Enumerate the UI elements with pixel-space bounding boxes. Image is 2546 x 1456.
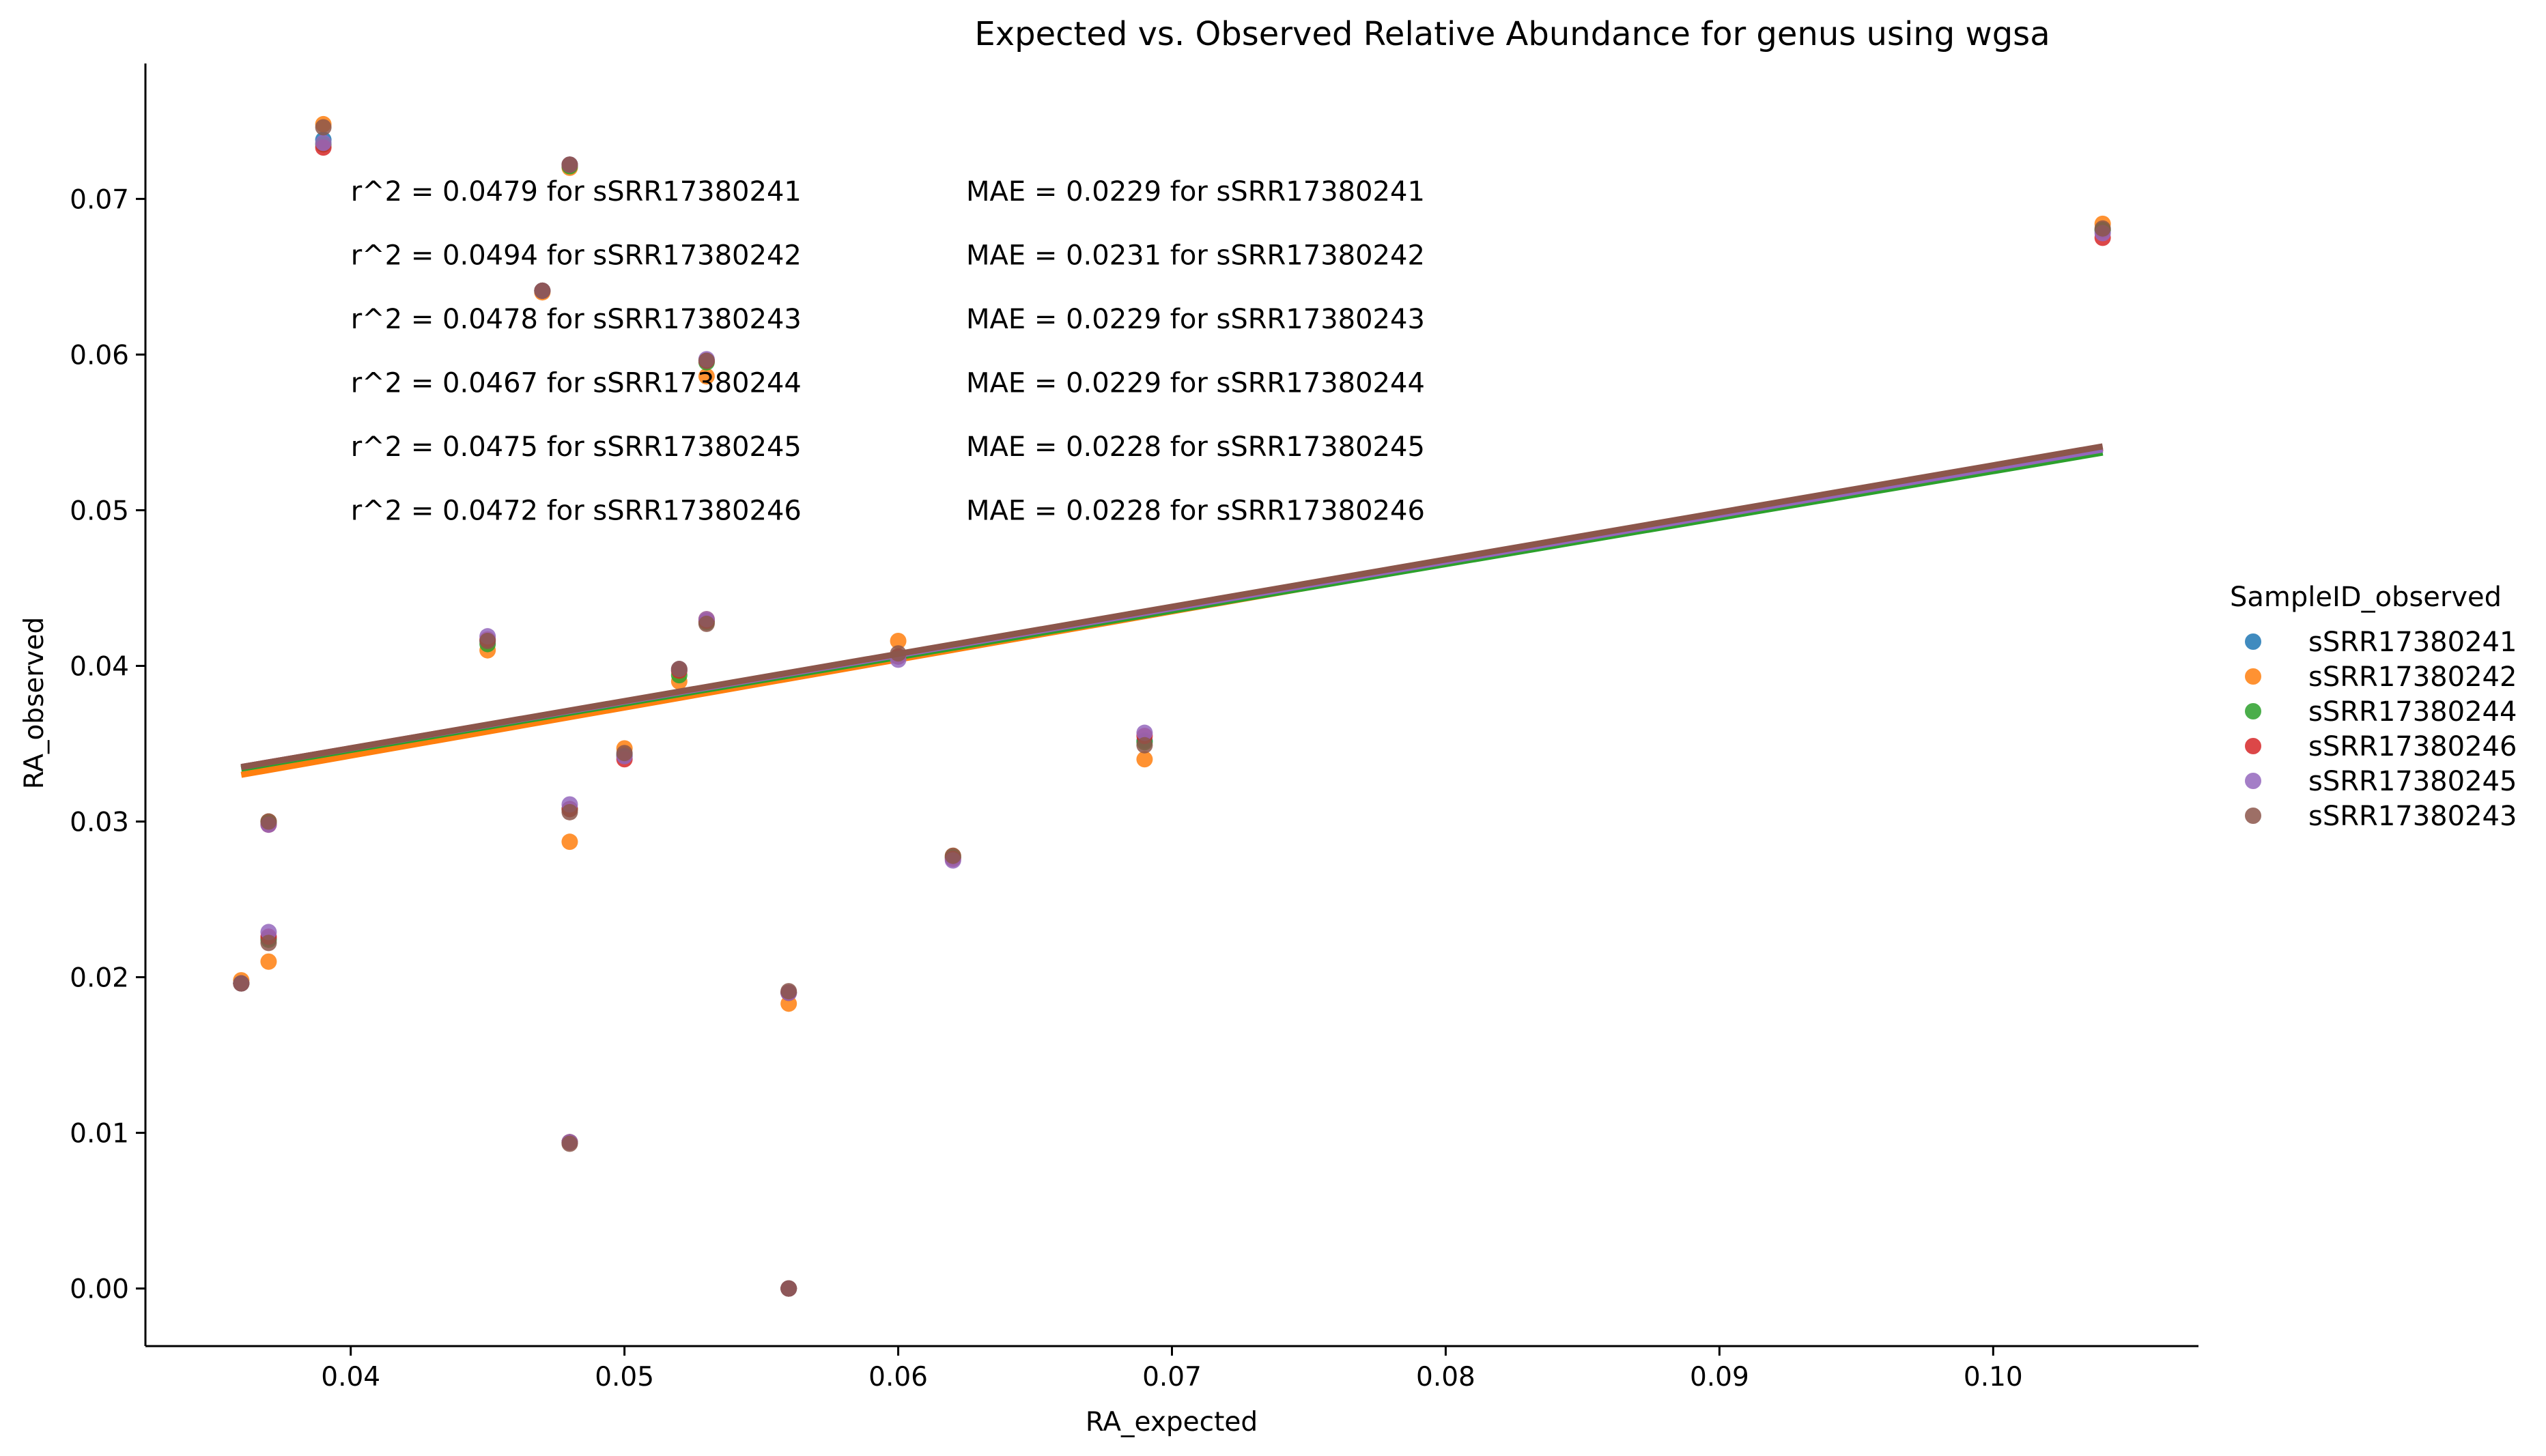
data-point	[780, 1280, 797, 1297]
x-tick-label: 0.08	[1416, 1362, 1475, 1393]
data-point	[1136, 751, 1153, 768]
y-tick-label: 0.07	[70, 184, 129, 215]
y-tick-label: 0.00	[70, 1274, 129, 1305]
data-point	[1136, 724, 1153, 741]
data-point	[561, 803, 578, 820]
regression-line	[240, 443, 2104, 771]
x-tick-label: 0.10	[1964, 1362, 2023, 1393]
y-axis-ticks: 0.00 0.01 0.02 0.03 0.04 0.05 0.06 0.07	[70, 184, 145, 1305]
data-point	[561, 156, 578, 173]
data-point	[315, 134, 332, 152]
r2-annotation: r^2 = 0.0467 for sSRR17380244	[351, 367, 802, 399]
data-point	[944, 847, 961, 864]
x-axis-label: RA_expected	[1086, 1407, 1258, 1438]
data-point	[233, 975, 250, 992]
legend-marker	[2245, 633, 2261, 650]
r2-annotation: r^2 = 0.0472 for sSRR17380246	[351, 495, 802, 526]
x-tick-label: 0.09	[1690, 1362, 1749, 1393]
legend-item: sSRR17380243	[2245, 801, 2517, 832]
mae-annotation: MAE = 0.0228 for sSRR17380245	[966, 431, 1425, 463]
series-sSRR17380242	[233, 115, 2111, 1297]
mae-annotation: MAE = 0.0229 for sSRR17380243	[966, 304, 1425, 335]
x-tick-label: 0.06	[868, 1362, 928, 1393]
legend-marker	[2245, 703, 2261, 719]
chart-title: Expected vs. Observed Relative Abundance…	[974, 15, 2050, 53]
legend-label: sSRR17380244	[2308, 696, 2517, 728]
y-tick-label: 0.06	[70, 340, 129, 371]
legend: SampleID_observed sSRR17380241sSRR173802…	[2230, 582, 2517, 832]
data-point	[698, 368, 715, 385]
y-tick-label: 0.02	[70, 963, 129, 994]
data-point	[315, 119, 332, 136]
data-point	[260, 953, 277, 970]
r2-annotation: r^2 = 0.0478 for sSRR17380243	[351, 304, 802, 335]
mae-annotation: MAE = 0.0228 for sSRR17380246	[966, 495, 1425, 526]
legend-marker	[2245, 808, 2261, 824]
x-tick-label: 0.07	[1142, 1362, 1202, 1393]
data-point	[2094, 220, 2111, 237]
legend-label: sSRR17380246	[2308, 731, 2517, 762]
data-point	[534, 282, 551, 299]
data-point	[698, 352, 715, 369]
legend-entries: sSRR17380241sSRR17380242sSRR17380244sSRR…	[2245, 627, 2517, 832]
data-point	[890, 645, 907, 662]
annotations: r^2 = 0.0479 for sSRR17380241 MAE = 0.022…	[351, 176, 1425, 526]
series-sSRR17380243	[233, 119, 2111, 1297]
data-point	[890, 633, 907, 650]
plot-area	[233, 115, 2111, 1297]
y-axis-label: RA_observed	[19, 617, 50, 790]
data-point	[1136, 737, 1153, 754]
legend-title: SampleID_observed	[2230, 582, 2502, 613]
legend-marker	[2245, 738, 2261, 754]
x-axis-ticks: 0.04 0.05 0.06 0.07 0.08 0.09 0.10	[321, 1346, 2023, 1393]
data-point	[616, 745, 633, 762]
mae-annotation: MAE = 0.0231 for sSRR17380242	[966, 240, 1425, 271]
data-point	[260, 934, 277, 952]
data-point	[260, 813, 277, 830]
legend-label: sSRR17380245	[2308, 766, 2517, 797]
y-tick-label: 0.05	[70, 496, 129, 526]
r2-annotation: r^2 = 0.0494 for sSRR17380242	[351, 240, 802, 271]
r2-annotation: r^2 = 0.0479 for sSRR17380241	[351, 176, 802, 208]
legend-label: sSRR17380242	[2308, 661, 2517, 693]
y-tick-label: 0.04	[70, 651, 129, 682]
legend-item: sSRR17380245	[2245, 766, 2517, 797]
mae-annotation: MAE = 0.0229 for sSRR17380244	[966, 367, 1425, 399]
legend-item: sSRR17380246	[2245, 731, 2517, 762]
data-point	[780, 983, 797, 1000]
legend-label: sSRR17380241	[2308, 627, 2517, 658]
x-tick-label: 0.04	[321, 1362, 380, 1393]
data-point	[670, 661, 688, 678]
r2-annotation: r^2 = 0.0475 for sSRR17380245	[351, 431, 802, 463]
legend-item: sSRR17380244	[2245, 696, 2517, 728]
legend-label: sSRR17380243	[2308, 801, 2517, 832]
data-point	[561, 1135, 578, 1152]
data-point	[479, 633, 496, 650]
legend-item: sSRR17380241	[2245, 627, 2517, 658]
legend-item: sSRR17380242	[2245, 661, 2517, 693]
data-point	[561, 833, 578, 851]
mae-annotation: MAE = 0.0229 for sSRR17380241	[966, 176, 1425, 208]
legend-marker	[2245, 773, 2261, 789]
data-point	[698, 615, 715, 632]
y-tick-label: 0.03	[70, 808, 129, 838]
y-tick-label: 0.01	[70, 1119, 129, 1150]
legend-marker	[2245, 668, 2261, 685]
x-tick-label: 0.05	[595, 1362, 654, 1393]
